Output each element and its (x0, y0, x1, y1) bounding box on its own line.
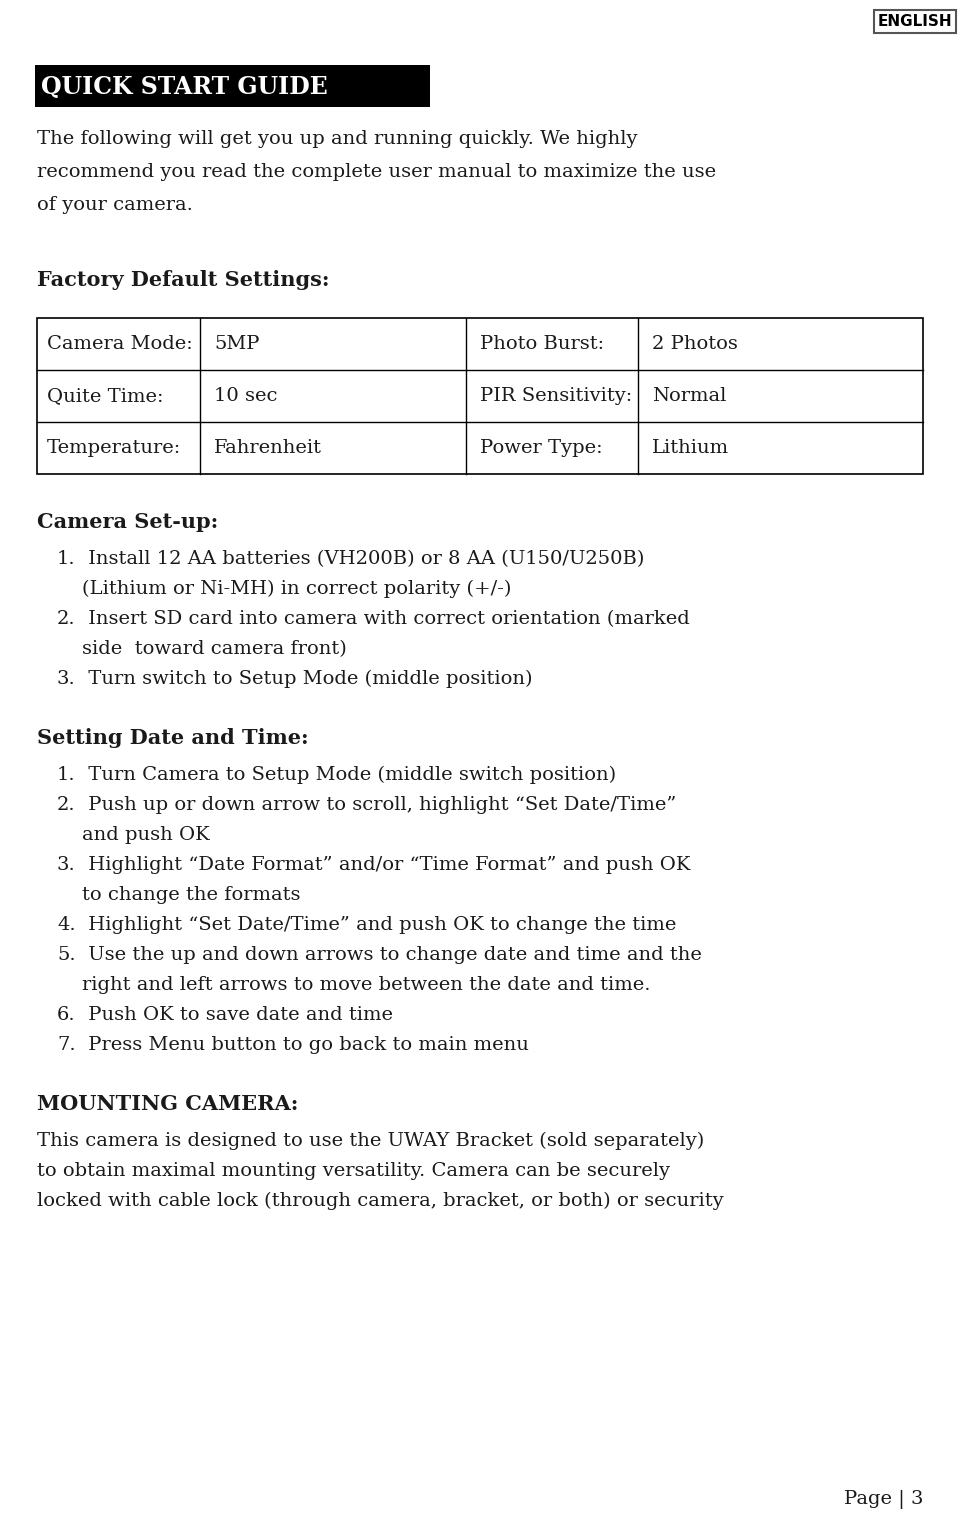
Text: to obtain maximal mounting versatility. Camera can be securely: to obtain maximal mounting versatility. … (37, 1162, 670, 1180)
Text: side  toward camera front): side toward camera front) (82, 640, 347, 658)
Text: 5MP: 5MP (214, 334, 259, 353)
Text: Push OK to save date and time: Push OK to save date and time (82, 1006, 393, 1025)
Text: 2.: 2. (57, 609, 76, 628)
Text: locked with cable lock (through camera, bracket, or both) or security: locked with cable lock (through camera, … (37, 1193, 724, 1211)
Text: QUICK START GUIDE: QUICK START GUIDE (41, 75, 327, 99)
Text: Install 12 AA batteries (VH200B) or 8 AA (U150/U250B): Install 12 AA batteries (VH200B) or 8 AA… (82, 550, 644, 568)
Text: Fahrenheit: Fahrenheit (214, 438, 322, 457)
Text: Camera Mode:: Camera Mode: (47, 334, 193, 353)
Text: Power Type:: Power Type: (480, 438, 603, 457)
Text: 5.: 5. (57, 947, 76, 964)
Text: Use the up and down arrows to change date and time and the: Use the up and down arrows to change dat… (82, 947, 702, 964)
Text: PIR Sensitivity:: PIR Sensitivity: (480, 386, 633, 405)
Text: 1.: 1. (57, 767, 76, 783)
Text: 3.: 3. (57, 670, 76, 689)
Text: Push up or down arrow to scroll, highlight “Set Date/Time”: Push up or down arrow to scroll, highlig… (82, 796, 677, 814)
Text: 1.: 1. (57, 550, 76, 568)
Text: 7.: 7. (57, 1035, 76, 1054)
Text: Quite Time:: Quite Time: (47, 386, 163, 405)
Text: Camera Set-up:: Camera Set-up: (37, 512, 218, 531)
Text: and push OK: and push OK (82, 826, 209, 844)
Text: Temperature:: Temperature: (47, 438, 181, 457)
Text: Turn Camera to Setup Mode (middle switch position): Turn Camera to Setup Mode (middle switch… (82, 767, 616, 785)
Text: Photo Burst:: Photo Burst: (480, 334, 604, 353)
Text: 4.: 4. (57, 916, 76, 935)
Text: 10 sec: 10 sec (214, 386, 277, 405)
Text: recommend you read the complete user manual to maximize the use: recommend you read the complete user man… (37, 163, 716, 182)
Text: Page | 3: Page | 3 (844, 1490, 923, 1509)
Text: Lithium: Lithium (652, 438, 730, 457)
Text: of your camera.: of your camera. (37, 195, 193, 214)
Text: Normal: Normal (652, 386, 727, 405)
Text: (Lithium or Ni-MH) in correct polarity (+/-): (Lithium or Ni-MH) in correct polarity (… (82, 580, 512, 599)
Text: to change the formats: to change the formats (82, 886, 300, 904)
Text: Press Menu button to go back to main menu: Press Menu button to go back to main men… (82, 1035, 529, 1054)
Bar (35, 66, 430, 107)
Text: 2 Photos: 2 Photos (652, 334, 738, 353)
Text: 3.: 3. (57, 857, 76, 873)
Text: Factory Default Settings:: Factory Default Settings: (37, 270, 329, 290)
Text: 2.: 2. (57, 796, 76, 814)
Text: MOUNTING CAMERA:: MOUNTING CAMERA: (37, 1093, 299, 1115)
Text: Turn switch to Setup Mode (middle position): Turn switch to Setup Mode (middle positi… (82, 670, 533, 689)
Text: Highlight “Date Format” and/or “Time Format” and push OK: Highlight “Date Format” and/or “Time For… (82, 857, 690, 873)
Text: The following will get you up and running quickly. We highly: The following will get you up and runnin… (37, 130, 637, 148)
Text: 6.: 6. (57, 1006, 76, 1025)
Text: right and left arrows to move between the date and time.: right and left arrows to move between th… (82, 976, 651, 994)
Bar (37, 318, 923, 473)
Text: ENGLISH: ENGLISH (877, 14, 952, 29)
Text: This camera is designed to use the UWAY Bracket (sold separately): This camera is designed to use the UWAY … (37, 1132, 705, 1150)
Text: Insert SD card into camera with correct orientation (marked: Insert SD card into camera with correct … (82, 609, 689, 628)
Text: Setting Date and Time:: Setting Date and Time: (37, 728, 308, 748)
Text: Highlight “Set Date/Time” and push OK to change the time: Highlight “Set Date/Time” and push OK to… (82, 916, 677, 935)
